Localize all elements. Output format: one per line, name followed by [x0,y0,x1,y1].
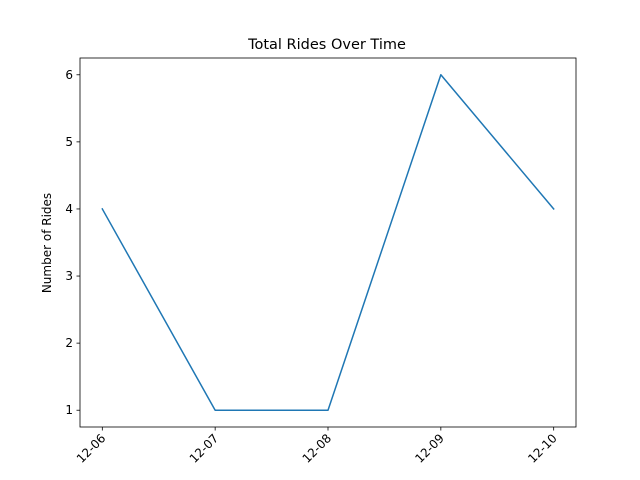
y-axis-label: Number of Rides [40,193,54,293]
x-tick-label: 12-10 [525,431,560,466]
x-tick-label: 12-09 [412,431,447,466]
plot-frame [79,57,577,428]
y-tick-label: 1 [65,403,73,417]
y-tick-label: 2 [65,336,73,350]
chart-title: Total Rides Over Time [247,37,406,53]
x-tick-label: 12-08 [300,431,335,466]
x-tick-label: 12-07 [187,431,222,466]
y-tick-label: 5 [65,135,73,149]
y-tick-label: 4 [65,202,73,216]
x-tick-label: 12-06 [74,431,109,466]
series-line [101,74,555,411]
y-tick-label: 3 [65,269,73,283]
plot-area: 1 2 3 4 5 6 12-06 12-07 12-08 12-09 12-10 [65,57,577,466]
y-tick-label: 6 [65,68,73,82]
